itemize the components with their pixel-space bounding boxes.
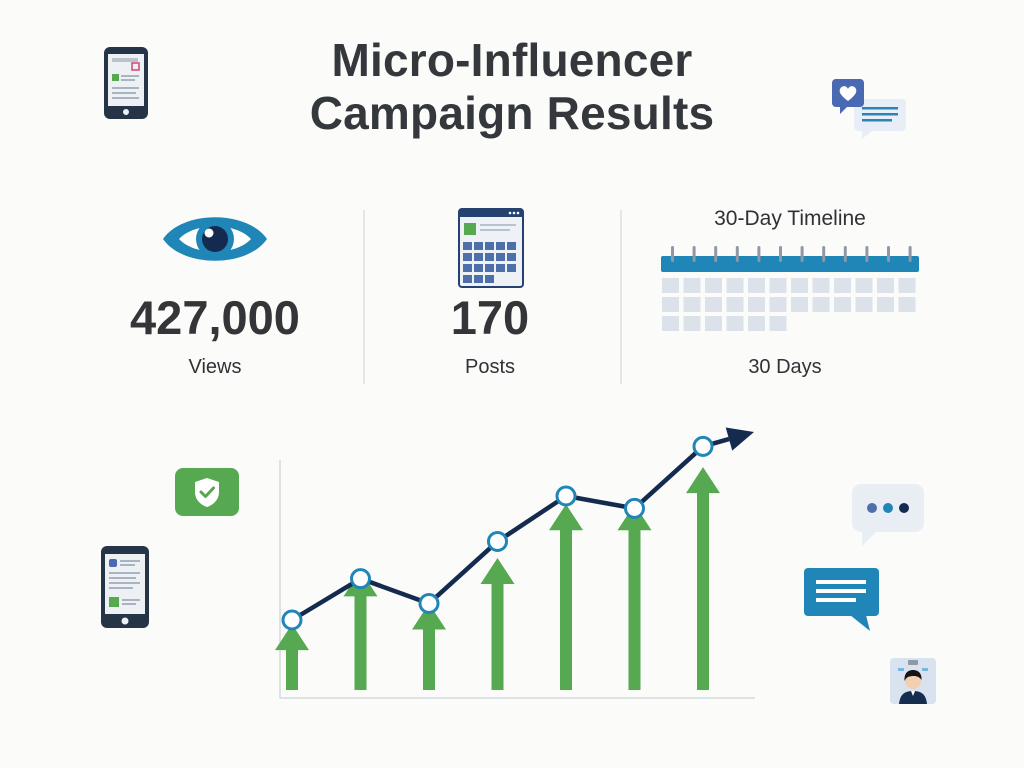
- calendar-day-cell: [877, 297, 894, 312]
- calendar-day-cell: [748, 316, 765, 331]
- growth-bar-arrow: [412, 603, 446, 690]
- eye-icon: [163, 217, 267, 261]
- calendar-day-cell: [662, 278, 679, 293]
- posts-label: Posts: [464, 356, 516, 378]
- smartphone-icon: [101, 546, 149, 628]
- calendar-day-cell: [705, 297, 722, 312]
- calendar-day-cell: [791, 278, 808, 293]
- calendar-day-cell: [726, 297, 744, 312]
- calendar-ring: [714, 246, 718, 262]
- posts-value: 170: [450, 291, 530, 344]
- views-label: Views: [188, 356, 242, 378]
- shield-check-icon: [175, 468, 239, 516]
- calendar-day-cell: [898, 297, 916, 312]
- growth-bar-arrow: [686, 467, 720, 690]
- trend-point: [350, 568, 371, 590]
- title-line-2: Campaign Results: [309, 87, 715, 139]
- calendar-ring: [757, 246, 761, 262]
- growth-bar-arrow: [549, 504, 583, 690]
- trend-point: [624, 497, 645, 519]
- growth-bar-arrow: [275, 624, 309, 690]
- timeline-title: 30-Day Timeline: [714, 207, 866, 230]
- page-title: Micro-Influencer Campaign Results: [212, 34, 812, 140]
- calendar-day-cell: [705, 316, 722, 331]
- trend-point: [418, 592, 440, 614]
- trend-point: [692, 435, 714, 457]
- calendar-day-cell: [898, 278, 916, 293]
- growth-chart: [275, 427, 755, 699]
- calendar-day-cell: [855, 278, 873, 293]
- calendar-day-cell: [877, 278, 894, 293]
- message-bubble-icon: [804, 568, 879, 631]
- calendar-ring: [692, 246, 696, 262]
- calendar-day-cell: [662, 297, 679, 312]
- divider: [620, 210, 622, 384]
- calendar-ring: [735, 246, 739, 262]
- calendar-strip-icon: [661, 246, 919, 331]
- calendar-day-cell: [834, 297, 851, 312]
- calendar-day-cell: [834, 278, 851, 293]
- user-badge-icon: [890, 658, 936, 704]
- calendar-ring: [843, 246, 847, 262]
- trend-point: [555, 485, 577, 507]
- smartphone-icon: [104, 47, 148, 119]
- calendar-day-cell: [662, 316, 679, 331]
- trend-point: [281, 609, 303, 631]
- growth-bar-arrow: [480, 558, 515, 690]
- calendar-ring: [865, 246, 869, 262]
- divider: [363, 210, 365, 384]
- calendar-ring: [822, 246, 826, 262]
- calendar-day-cell: [683, 297, 701, 312]
- calendar-day-cell: [726, 278, 744, 293]
- trend-line: [290, 436, 730, 622]
- calendar-day-cell: [769, 278, 787, 293]
- trend-arrowhead: [725, 427, 754, 451]
- calendar-day-cell: [769, 297, 787, 312]
- calendar-day-cell: [855, 297, 873, 312]
- calendar-grid-icon: [458, 208, 524, 288]
- calendar-day-cell: [812, 297, 830, 312]
- trend-point: [487, 530, 508, 552]
- views-value: 427,000: [130, 291, 300, 344]
- calendar-ring: [671, 246, 674, 262]
- calendar-day-cell: [683, 316, 701, 331]
- growth-bar-arrow: [617, 504, 652, 690]
- calendar-day-cell: [683, 278, 701, 293]
- growth-bar-arrow: [343, 570, 378, 690]
- calendar-day-cell: [726, 316, 744, 331]
- timeline-label: 30 Days: [748, 356, 822, 378]
- calendar-day-cell: [791, 297, 808, 312]
- calendar-day-cell: [705, 278, 722, 293]
- calendar-day-cell: [748, 278, 765, 293]
- calendar-day-cell: [769, 316, 787, 331]
- calendar-ring: [908, 246, 912, 262]
- chat-bubbles-heart-icon: [832, 79, 906, 139]
- calendar-ring: [779, 246, 782, 262]
- calendar-day-cell: [748, 297, 765, 312]
- calendar-ring: [800, 246, 804, 262]
- typing-bubble-icon: [852, 484, 924, 546]
- calendar-ring: [887, 246, 890, 262]
- title-line-1: Micro-Influencer: [331, 34, 693, 86]
- calendar-day-cell: [812, 278, 830, 293]
